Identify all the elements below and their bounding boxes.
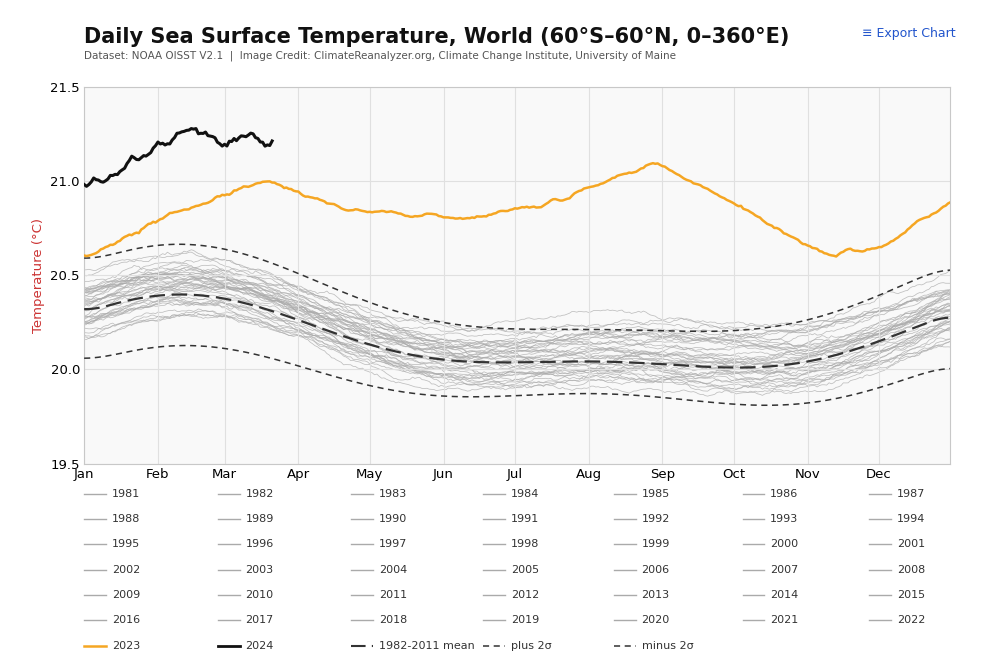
Text: 1998: 1998 — [511, 540, 540, 549]
Text: 1984: 1984 — [511, 489, 540, 498]
Text: 2015: 2015 — [897, 590, 925, 600]
Text: 1993: 1993 — [770, 514, 799, 524]
Text: 1995: 1995 — [112, 540, 141, 549]
Text: Dataset: NOAA OISST V2.1  |  Image Credit: ClimateReanalyzer.org, Climate Change: Dataset: NOAA OISST V2.1 | Image Credit:… — [84, 50, 676, 61]
Text: 1989: 1989 — [246, 514, 274, 524]
Text: 2007: 2007 — [770, 565, 799, 574]
Text: 1990: 1990 — [379, 514, 408, 524]
Text: 2002: 2002 — [112, 565, 141, 574]
Text: 1982-2011 mean: 1982-2011 mean — [379, 641, 475, 650]
Text: 1999: 1999 — [642, 540, 670, 549]
Text: 2009: 2009 — [112, 590, 141, 600]
Text: 1983: 1983 — [379, 489, 408, 498]
Text: 2004: 2004 — [379, 565, 408, 574]
Text: 2014: 2014 — [770, 590, 799, 600]
Text: 2001: 2001 — [897, 540, 925, 549]
Text: 1992: 1992 — [642, 514, 670, 524]
Text: 1988: 1988 — [112, 514, 141, 524]
Text: 2013: 2013 — [642, 590, 669, 600]
Text: 2005: 2005 — [511, 565, 539, 574]
Text: 2003: 2003 — [246, 565, 273, 574]
Text: plus 2σ: plus 2σ — [511, 641, 551, 650]
Text: 2020: 2020 — [642, 616, 670, 625]
Y-axis label: Temperature (°C): Temperature (°C) — [32, 217, 45, 333]
Text: 2018: 2018 — [379, 616, 408, 625]
Text: 1996: 1996 — [246, 540, 274, 549]
Text: ≡ Export Chart: ≡ Export Chart — [861, 27, 955, 39]
Text: 2010: 2010 — [246, 590, 273, 600]
Text: 2008: 2008 — [897, 565, 926, 574]
Text: 2022: 2022 — [897, 616, 926, 625]
Text: 2012: 2012 — [511, 590, 540, 600]
Text: 1986: 1986 — [770, 489, 799, 498]
Text: 1982: 1982 — [246, 489, 274, 498]
Text: 2024: 2024 — [246, 641, 274, 650]
Text: 1981: 1981 — [112, 489, 141, 498]
Text: 1991: 1991 — [511, 514, 540, 524]
Text: 2016: 2016 — [112, 616, 140, 625]
Text: 2011: 2011 — [379, 590, 407, 600]
Text: 2019: 2019 — [511, 616, 540, 625]
Text: 1987: 1987 — [897, 489, 926, 498]
Text: Daily Sea Surface Temperature, World (60°S–60°N, 0–360°E): Daily Sea Surface Temperature, World (60… — [84, 27, 790, 47]
Text: 1985: 1985 — [642, 489, 670, 498]
Text: 2021: 2021 — [770, 616, 799, 625]
Text: minus 2σ: minus 2σ — [642, 641, 693, 650]
Text: 1997: 1997 — [379, 540, 408, 549]
Text: 1994: 1994 — [897, 514, 926, 524]
Text: 2006: 2006 — [642, 565, 669, 574]
Text: 2023: 2023 — [112, 641, 141, 650]
Text: 2017: 2017 — [246, 616, 274, 625]
Text: 2000: 2000 — [770, 540, 798, 549]
